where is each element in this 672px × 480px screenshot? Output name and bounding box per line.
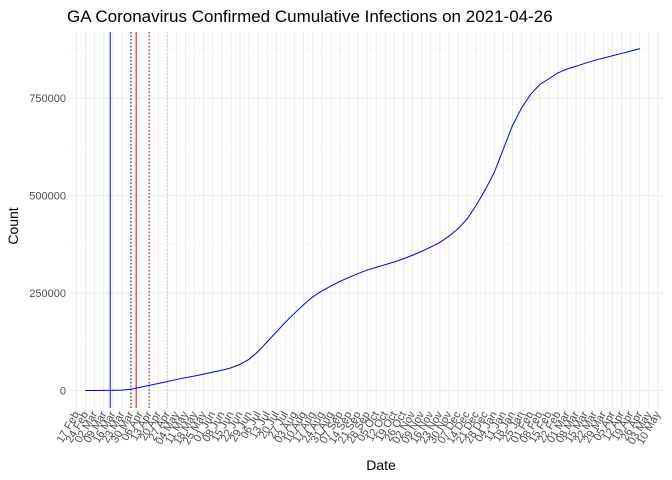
series-line [85, 48, 640, 391]
y-tick-label: 750000 [29, 93, 66, 105]
data-point [103, 389, 105, 391]
data-point [112, 389, 114, 391]
data-point [148, 384, 150, 386]
data-point [130, 388, 132, 390]
data-point [175, 379, 177, 381]
data-point [457, 228, 459, 230]
data-point [402, 258, 404, 260]
data-point [248, 358, 250, 360]
x-axis-title: Date [366, 457, 396, 473]
data-point [593, 59, 595, 61]
data-point [312, 296, 314, 298]
y-axis-title: Count [5, 207, 21, 244]
data-point [584, 62, 586, 64]
data-point [484, 189, 486, 191]
data-point [357, 273, 359, 275]
data-point [475, 204, 477, 206]
data-point [502, 148, 504, 150]
data-point [493, 171, 495, 173]
data-point [212, 371, 214, 373]
data-point [121, 389, 123, 391]
data-point [166, 381, 168, 383]
data-point [94, 389, 96, 391]
y-axis-ticks: 0 250000 500000 750000 [29, 93, 66, 397]
data-point [393, 261, 395, 263]
data-point [275, 331, 277, 333]
data-point [194, 375, 196, 377]
data-point [384, 264, 386, 266]
y-tick-label: 0 [60, 385, 66, 397]
data-point [330, 285, 332, 287]
data-point [348, 276, 350, 278]
data-point [203, 373, 205, 375]
data-point [639, 48, 641, 50]
data-point [511, 125, 513, 127]
data-point [439, 241, 441, 243]
data-point [521, 107, 523, 109]
data-point [284, 321, 286, 323]
data-point [421, 250, 423, 252]
data-point [448, 235, 450, 237]
data-point [430, 246, 432, 248]
data-point [157, 382, 159, 384]
data-point [548, 78, 550, 80]
data-point [530, 93, 532, 95]
data-point [575, 65, 577, 67]
data-point [539, 84, 541, 86]
data-point [257, 351, 259, 353]
data-point [466, 218, 468, 220]
data-point [293, 312, 295, 314]
minor-gridlines [70, 32, 663, 408]
data-point [412, 254, 414, 256]
data-point [85, 389, 87, 391]
data-point [321, 290, 323, 292]
data-point [375, 266, 377, 268]
y-tick-label: 500000 [29, 191, 66, 203]
data-point [630, 50, 632, 52]
data-point [557, 72, 559, 74]
data-point [221, 369, 223, 371]
data-point [139, 386, 141, 388]
data-point [339, 280, 341, 282]
data-point [239, 363, 241, 365]
data-point [620, 52, 622, 54]
data-point [230, 367, 232, 369]
data-point [611, 55, 613, 57]
reference-lines [109, 32, 168, 408]
chart-title: GA Coronavirus Confirmed Cumulative Infe… [67, 7, 553, 26]
data-point [566, 68, 568, 70]
y-tick-label: 250000 [29, 288, 66, 300]
data-point [184, 377, 186, 379]
data-point [602, 57, 604, 59]
data-point [366, 269, 368, 271]
data-point [266, 341, 268, 343]
major-gridlines [70, 32, 663, 408]
series-group [85, 48, 641, 391]
data-point [303, 304, 305, 306]
